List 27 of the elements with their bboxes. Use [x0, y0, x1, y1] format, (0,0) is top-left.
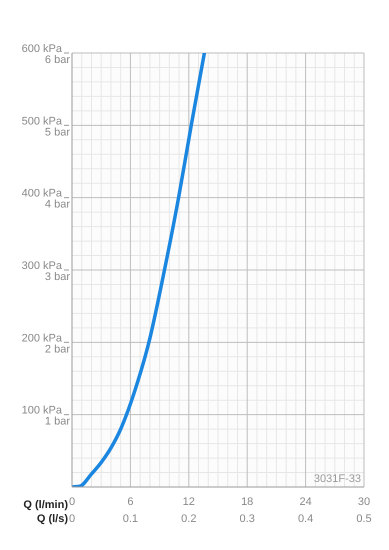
y2-tick-label: 6 bar — [44, 54, 70, 66]
x-tick-label: 12 — [182, 496, 195, 508]
annotation: 3031F-33 — [314, 473, 361, 485]
x2-tick-label: 0.1 — [122, 513, 138, 525]
y-tick-label: 400 kPa — [22, 188, 63, 200]
y2-tick-label: 2 bar — [44, 343, 70, 356]
y2-tick-label: 1 bar — [44, 416, 70, 428]
x2-tick-label: 0.2 — [181, 513, 196, 525]
x-tick-label: 18 — [241, 496, 254, 508]
y2-tick-label: 5 bar — [44, 126, 70, 138]
x-tick-label: 24 — [299, 496, 312, 508]
y2-tick-label: 3 bar — [44, 271, 70, 283]
x-tick-label: 0 — [68, 496, 76, 508]
y-tick-label: 100 kPa — [22, 404, 63, 417]
x2-tick-label: 0.3 — [240, 513, 255, 525]
x2-tick-label: 0.5 — [356, 513, 372, 525]
x2-axis-title: Q (l/s) — [36, 513, 68, 525]
y-tick-label: 500 kPa — [22, 115, 63, 128]
x2-tick-label: 0 — [68, 513, 76, 525]
x-tick-label: 30 — [358, 496, 370, 508]
y-tick-label: 300 kPa — [22, 260, 63, 272]
x-tick-label: 6 — [127, 496, 134, 508]
x-axis-title: Q (l/min) — [23, 499, 68, 511]
x2-tick-label: 0.4 — [298, 513, 314, 525]
y-tick-label: 600 kPa — [22, 43, 63, 55]
y-tick-label: 200 kPa — [22, 332, 63, 344]
y2-tick-label: 4 bar — [44, 198, 70, 211]
